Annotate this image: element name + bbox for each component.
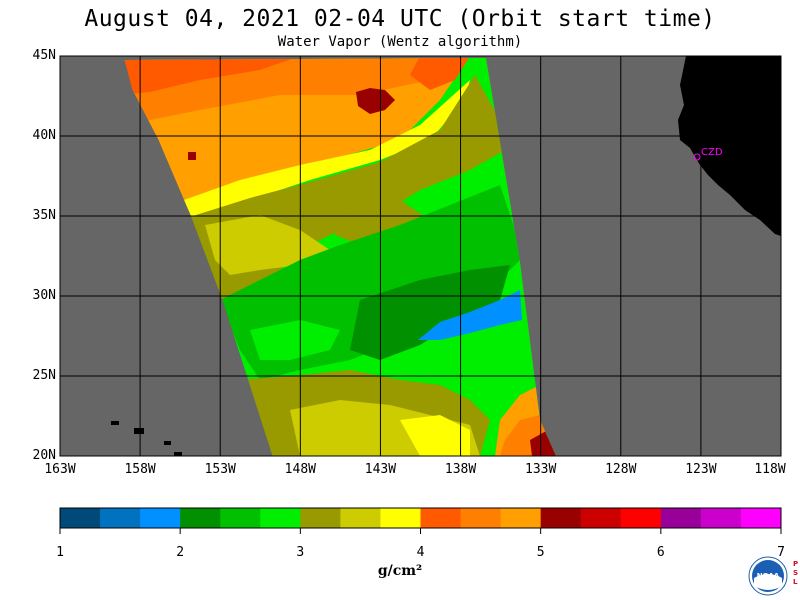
latitude-label: 45N (32, 48, 56, 63)
colorbar-swatch (140, 508, 181, 528)
map-subtitle: Water Vapor (Wentz algorithm) (277, 34, 523, 50)
colorbar-swatch (340, 508, 381, 528)
station-label: CZD (701, 147, 723, 158)
colorbar-tick-label: 4 (416, 545, 425, 560)
longitude-label: 133W (525, 462, 557, 477)
colorbar-swatch (380, 508, 421, 528)
longitude-label: 158W (124, 462, 156, 477)
colorbar-swatch (500, 508, 542, 528)
colorbar-swatch (60, 508, 101, 528)
colorbar-units: g/cm² (377, 563, 423, 579)
colorbar-swatch (260, 508, 301, 528)
psl-mark: P S L (793, 560, 798, 587)
longitude-label: 153W (204, 462, 236, 477)
longitude-label: 118W (754, 462, 786, 477)
colorbar-swatch (700, 508, 742, 528)
psl-letter: L (793, 578, 798, 586)
colorbar-tick-label: 2 (176, 545, 185, 560)
colorbar-swatch (460, 508, 502, 528)
colorbar-tick-label: 3 (296, 545, 305, 560)
colorbar-swatch (580, 508, 622, 528)
latitude-label: 30N (32, 288, 56, 303)
colorbar-swatch (620, 508, 662, 528)
land-north-america (678, 56, 781, 236)
colorbar-tick-label: 1 (56, 545, 64, 560)
map-grid (60, 56, 781, 456)
psl-letter: S (793, 569, 799, 577)
longitude-label: 138W (444, 462, 477, 477)
longitude-label: 143W (364, 462, 397, 477)
colorbar-swatch (660, 508, 702, 528)
colorbar-tick-label: 7 (777, 545, 785, 560)
station-marker (693, 153, 701, 161)
longitude-label: 128W (605, 462, 637, 477)
colorbar-swatch (180, 508, 221, 528)
colorbar-swatch (540, 508, 582, 528)
colorbar-swatch (420, 508, 462, 528)
latitude-label: 20N (32, 448, 56, 463)
plot-border (59, 55, 782, 457)
colorbar-tick-label: 6 (656, 545, 665, 560)
colorbar-swatch (300, 508, 341, 528)
longitude-label: 123W (685, 462, 717, 477)
hawaii-islands (111, 421, 182, 456)
colorbar-swatch (740, 508, 782, 528)
noaa-logo: NOAA (748, 556, 788, 596)
colorbar-swatch (220, 508, 261, 528)
longitude-label: 148W (284, 462, 316, 477)
colorbar-swatch (100, 508, 141, 528)
latitude-label: 40N (32, 128, 56, 143)
longitude-label: 163W (44, 462, 76, 477)
latitude-label: 35N (32, 208, 56, 223)
map-title: August 04, 2021 02-04 UTC (Orbit start t… (84, 6, 716, 32)
noaa-logo-text: NOAA (757, 572, 780, 580)
latitude-label: 25N (32, 368, 56, 383)
colorbar (59, 507, 782, 534)
colorbar-tick-label: 5 (536, 545, 545, 560)
psl-letter: P (793, 560, 799, 568)
